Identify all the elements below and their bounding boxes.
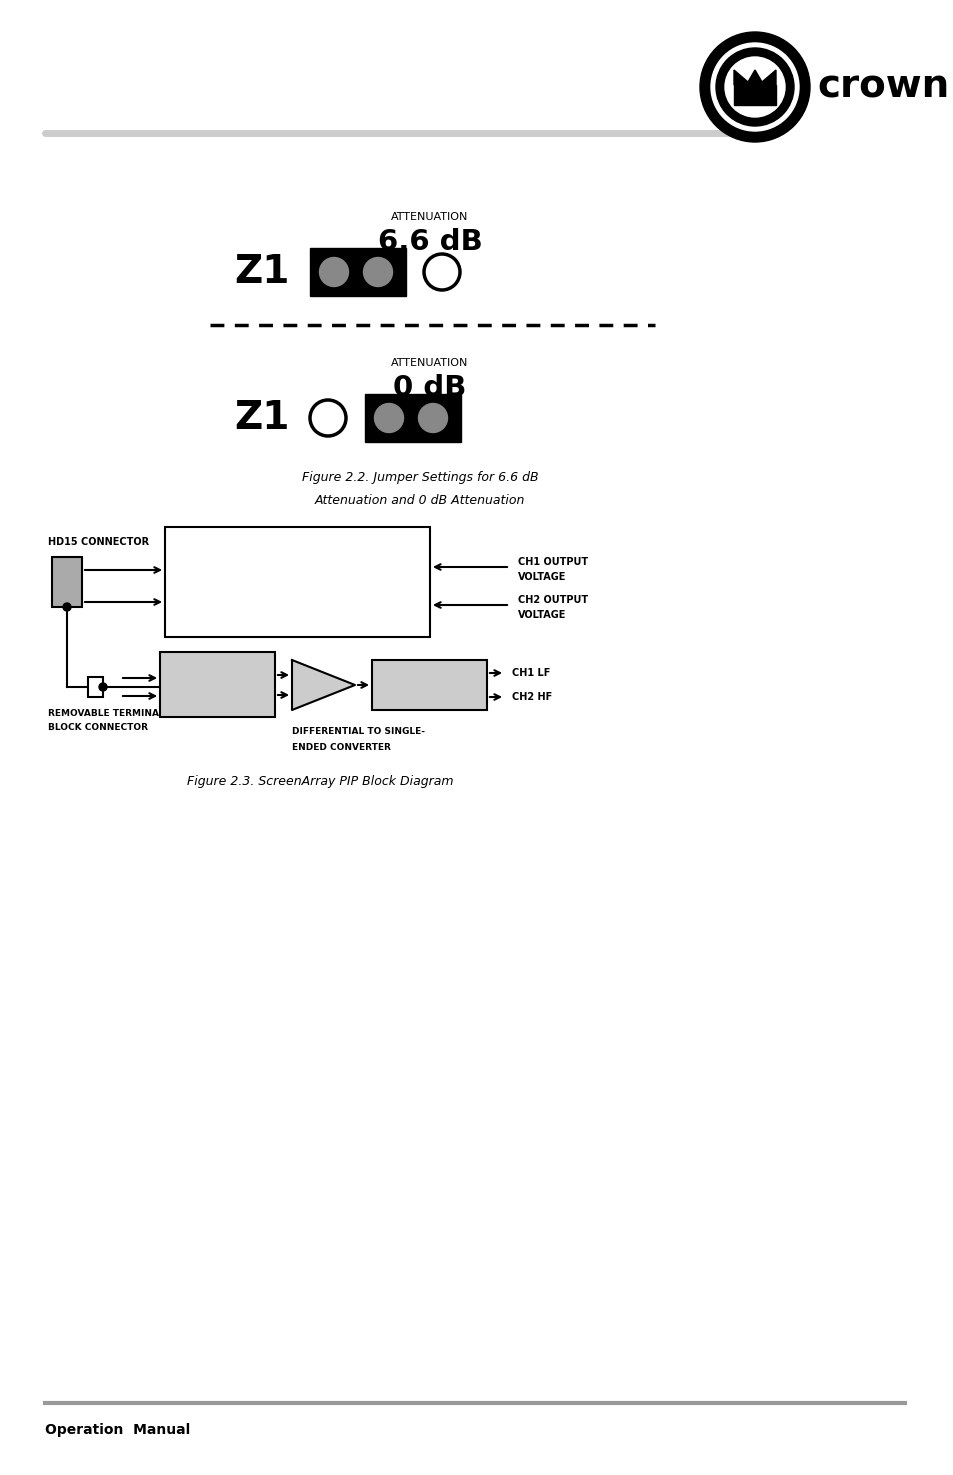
Circle shape [375,404,403,432]
FancyBboxPatch shape [88,677,103,698]
Text: crown: crown [816,68,948,106]
Text: ENDED CONVERTER: ENDED CONVERTER [292,742,391,751]
FancyBboxPatch shape [310,248,406,296]
Text: CH1 OUTPUT: CH1 OUTPUT [517,558,587,566]
FancyBboxPatch shape [52,558,82,608]
Text: ATTENUATION: ATTENUATION [391,212,468,223]
Text: ATTENUATOR: ATTENUATOR [258,562,335,572]
Text: 3Vrms OUT AT MAX. POWER: 3Vrms OUT AT MAX. POWER [229,594,366,605]
Text: 6.6 dB OR: 6.6 dB OR [193,683,242,692]
Text: ATTENUATION: ATTENUATION [391,358,468,367]
FancyBboxPatch shape [733,94,775,105]
Ellipse shape [724,58,784,117]
Ellipse shape [710,43,799,131]
Circle shape [63,603,71,611]
Text: BLOCK CONNECTOR: BLOCK CONNECTOR [48,723,148,732]
Polygon shape [292,659,355,709]
Circle shape [310,400,346,437]
Text: Z1: Z1 [234,254,290,291]
Text: VOLTAGE: VOLTAGE [517,611,566,620]
Ellipse shape [700,32,809,142]
Text: ATTENUATOR: ATTENUATOR [184,667,251,676]
Text: Attenuation and 0 dB Attenuation: Attenuation and 0 dB Attenuation [314,494,525,506]
Text: CROSSOVER: CROSSOVER [395,680,462,690]
Text: Z1: Z1 [234,400,290,437]
Text: 0 dB: 0 dB [393,375,466,403]
FancyBboxPatch shape [372,659,486,709]
Text: 6.6 dB: 6.6 dB [377,229,482,257]
Circle shape [418,404,447,432]
Text: HD15 CONNECTOR: HD15 CONNECTOR [48,537,149,547]
Circle shape [99,683,107,690]
Text: 0 dB: 0 dB [206,699,229,708]
Text: CH2 HF: CH2 HF [512,692,552,702]
Text: Figure 2.2. Jumper Settings for 6.6 dB: Figure 2.2. Jumper Settings for 6.6 dB [301,472,537,484]
Text: CH2 OUTPUT: CH2 OUTPUT [517,594,587,605]
Text: Operation  Manual: Operation Manual [45,1423,190,1437]
Text: CH1 LF: CH1 LF [512,668,550,679]
Circle shape [319,258,348,286]
Text: REMOVABLE TERMINAL: REMOVABLE TERMINAL [48,708,165,717]
FancyBboxPatch shape [365,394,460,442]
FancyBboxPatch shape [165,527,430,637]
Text: DIFFERENTIAL TO SINGLE-: DIFFERENTIAL TO SINGLE- [292,727,424,736]
Text: Figure 2.3. ScreenArray PIP Block Diagram: Figure 2.3. ScreenArray PIP Block Diagra… [187,776,453,789]
Circle shape [363,258,392,286]
Text: VOLTAGE: VOLTAGE [517,572,566,583]
Circle shape [423,254,459,291]
FancyBboxPatch shape [160,652,274,717]
Polygon shape [733,86,775,94]
Polygon shape [733,69,775,86]
Ellipse shape [716,49,793,125]
